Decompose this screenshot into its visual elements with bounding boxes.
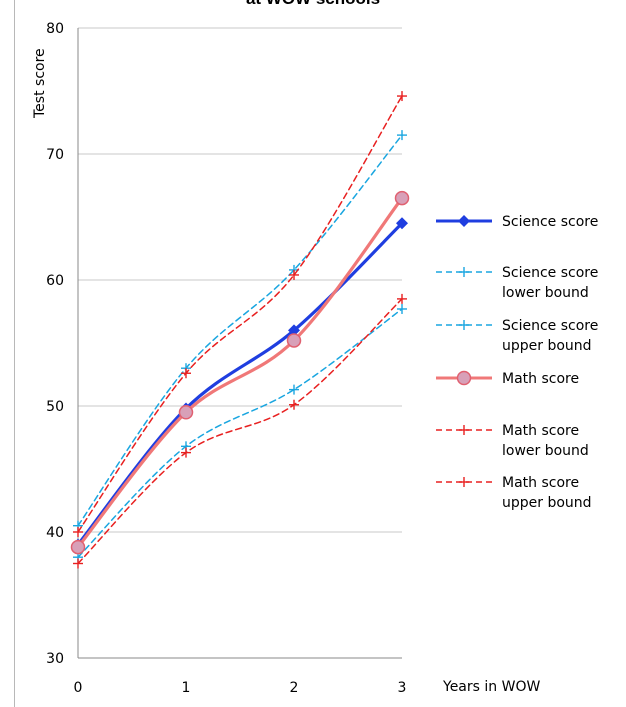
legend-item: Science score lower bound (436, 265, 598, 301)
data-point (178, 405, 194, 420)
data-point (397, 303, 407, 314)
x-tick-label: 0 (74, 680, 83, 696)
series-math-score-lower-bound (73, 293, 407, 569)
legend-marker (459, 267, 469, 277)
legend-marker (459, 425, 469, 435)
y-tick-label: 60 (46, 273, 64, 289)
y-tick-label: 70 (46, 147, 64, 163)
data-point (286, 333, 302, 348)
data-point (73, 558, 83, 569)
series-line (77, 308, 403, 558)
x-tick-label: 1 (182, 680, 191, 696)
chart-title: at WOW schools (0, 0, 626, 9)
legend-label: Science score (502, 265, 598, 281)
data-point (289, 269, 299, 280)
data-point (289, 399, 299, 410)
series-math-score-upper-bound (73, 91, 407, 537)
legend-item: Science score (436, 214, 598, 230)
series-line (77, 298, 403, 565)
series-line (76, 196, 404, 549)
data-point (394, 190, 410, 206)
legend-marker (458, 215, 470, 227)
series-science-score (72, 217, 408, 551)
legend-label: lower bound (502, 443, 589, 459)
legend-marker (459, 477, 469, 487)
x-tick-label: 2 (290, 680, 299, 696)
y-tick-label: 40 (46, 525, 64, 541)
legend-label: Science score (502, 214, 598, 230)
data-point (397, 130, 407, 141)
axes: 30 40 50 60 70 80 0 1 2 3 (46, 21, 406, 696)
series-line (77, 134, 403, 527)
legend-label: Math score (502, 371, 579, 387)
data-point (397, 91, 407, 102)
legend-item: Math score (436, 370, 579, 387)
data-point (396, 217, 408, 230)
x-axis-title: Years in WOW (442, 679, 540, 695)
legend-item: Math score upper bound (436, 475, 592, 511)
y-tick-label: 30 (46, 651, 64, 667)
legend-label: upper bound (502, 495, 592, 511)
series-line (76, 221, 404, 547)
legend-label: Math score (502, 423, 579, 439)
legend-marker (459, 320, 469, 330)
data-point (73, 527, 83, 537)
legend-item: Math score lower bound (436, 423, 589, 459)
series-group (70, 91, 410, 569)
data-point (70, 539, 86, 555)
legend-item: Science score upper bound (436, 318, 598, 354)
y-axis-title: Test score (32, 48, 48, 119)
legend-label: lower bound (502, 285, 589, 301)
y-tick-label: 50 (46, 399, 64, 415)
y-tick-label: 80 (46, 21, 64, 37)
data-point (397, 293, 407, 304)
series-line (77, 95, 403, 533)
series-science-score-lower-bound (73, 303, 407, 563)
series-math-score (70, 190, 410, 555)
series-science-score-upper-bound (73, 130, 407, 531)
legend-marker (456, 370, 472, 386)
data-point (289, 384, 299, 395)
chart-frame (14, 0, 626, 707)
data-point (181, 447, 191, 458)
x-tick-label: 3 (398, 680, 407, 696)
data-point (288, 324, 300, 337)
legend-label: Math score (502, 475, 579, 491)
legend-label: upper bound (502, 338, 592, 354)
data-point (181, 368, 191, 379)
legend-label: Science score (502, 318, 598, 334)
